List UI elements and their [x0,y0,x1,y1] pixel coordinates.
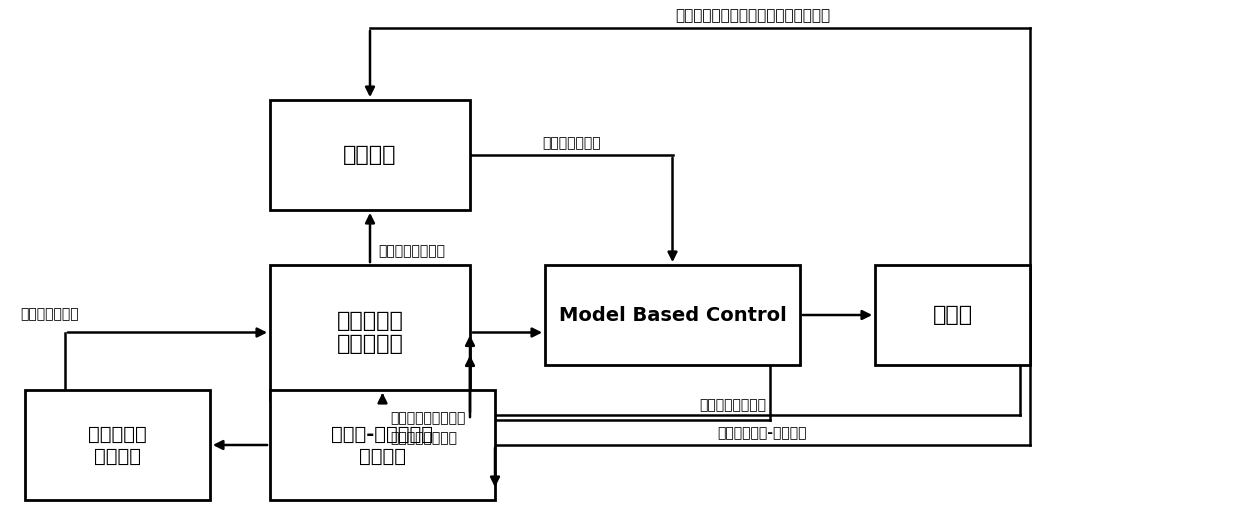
Text: Model Based Control: Model Based Control [559,306,787,324]
Text: 机器人: 机器人 [933,305,973,325]
Text: 关节运动动力估计: 关节运动动力估计 [378,244,445,258]
Text: 关节逆动力学计算值: 关节逆动力学计算值 [390,411,466,425]
Text: 关节驱动力矩测量、关节运动参数测量: 关节驱动力矩测量、关节运动参数测量 [675,8,830,23]
Text: 基座力-力矩传感器
测量估计: 基座力-力矩传感器 测量估计 [332,424,434,465]
FancyBboxPatch shape [545,265,800,365]
Text: 关节运动参数测量: 关节运动参数测量 [699,398,766,412]
Text: 动力学模型
参数估计: 动力学模型 参数估计 [88,424,147,465]
FancyBboxPatch shape [270,390,496,500]
FancyBboxPatch shape [270,265,470,400]
Text: 修正的模型参数: 修正的模型参数 [20,307,78,321]
Text: 动力学模型
（无摩擦）: 动力学模型 （无摩擦） [337,311,404,354]
Text: 机器人基座力-力矩测量: 机器人基座力-力矩测量 [717,426,808,440]
Text: 关节运动动力估计: 关节运动动力估计 [390,431,457,445]
FancyBboxPatch shape [270,100,470,210]
FancyBboxPatch shape [25,390,209,500]
Text: 摩擦估计: 摩擦估计 [343,145,396,165]
FancyBboxPatch shape [875,265,1030,365]
Text: 关节摩擦力补偿: 关节摩擦力补偿 [541,136,601,150]
